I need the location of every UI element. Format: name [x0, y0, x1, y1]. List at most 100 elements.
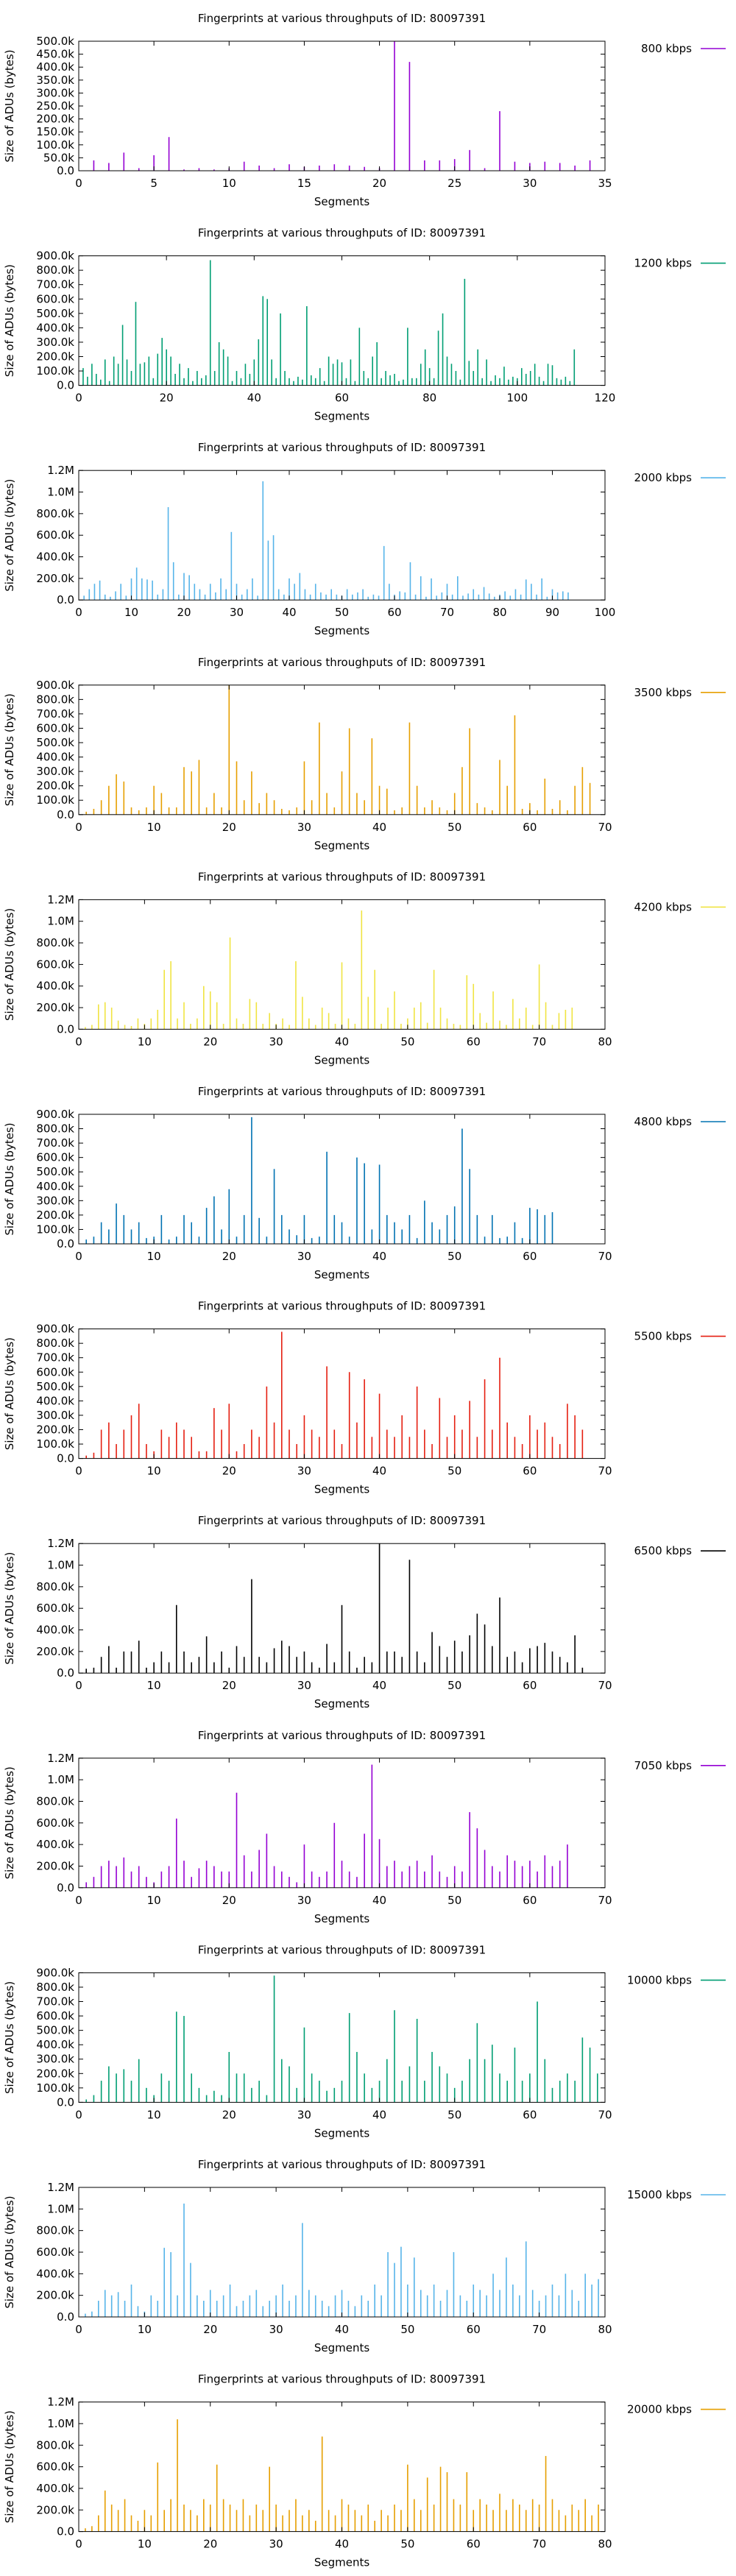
y-tick-label: 700.0k [36, 1995, 74, 2009]
y-tick-label: 400.0k [36, 1180, 74, 1193]
y-tick-label: 1.0M [47, 486, 74, 499]
x-tick-label: 40 [247, 392, 261, 405]
y-tick-label: 900.0k [36, 250, 74, 263]
x-tick-label: 20 [222, 1894, 236, 1907]
y-tick-label: 800.0k [36, 1580, 74, 1593]
x-tick-label: 80 [492, 606, 506, 619]
x-tick-label: 60 [335, 392, 349, 405]
x-axis-label: Segments [314, 624, 370, 637]
x-tick-label: 20 [203, 2323, 217, 2336]
legend-label: 4200 kbps [634, 900, 693, 913]
y-axis-label: Size of ADUs (bytes) [3, 2195, 16, 2308]
x-tick-label: 0 [75, 606, 82, 619]
x-tick-label: 80 [598, 2323, 612, 2336]
y-axis-label: Size of ADUs (bytes) [3, 2410, 16, 2523]
y-tick-label: 600.0k [36, 1151, 74, 1164]
x-axis-label: Segments [314, 1053, 370, 1066]
x-tick-label: 60 [467, 1035, 481, 1048]
legend-label: 15000 kbps [627, 2188, 692, 2201]
y-tick-label: 800.0k [36, 507, 74, 520]
x-tick-label: 20 [160, 392, 174, 405]
x-tick-label: 60 [523, 2108, 537, 2121]
y-tick-label: 200.0k [36, 2289, 74, 2302]
y-tick-label: 1.2M [47, 2181, 74, 2194]
chart-panel-5: Fingerprints at various throughputs of I… [3, 1085, 726, 1281]
x-tick-label: 30 [269, 2323, 283, 2336]
x-tick-label: 30 [297, 1250, 311, 1263]
y-tick-label: 0.0 [57, 1237, 74, 1250]
y-tick-label: 450.0k [36, 48, 74, 61]
x-axis-label: Segments [314, 1912, 370, 1925]
x-tick-label: 0 [75, 392, 82, 405]
plot-frame [78, 1328, 606, 1459]
x-tick-label: 40 [372, 1679, 386, 1692]
y-tick-label: 600.0k [36, 1602, 74, 1615]
x-tick-label: 80 [422, 392, 436, 405]
y-tick-label: 1.2M [47, 1537, 74, 1550]
chart-panel-11: Fingerprints at various throughputs of I… [3, 2373, 726, 2569]
legend-label: 1200 kbps [634, 257, 693, 270]
x-tick-label: 20 [222, 821, 236, 834]
y-tick-label: 0.0 [57, 379, 74, 392]
y-tick-label: 100.0k [36, 2081, 74, 2095]
y-tick-label: 800.0k [36, 1981, 74, 1994]
y-tick-label: 150.0k [36, 125, 74, 138]
x-tick-label: 40 [372, 821, 386, 834]
y-tick-label: 0.0 [57, 2310, 74, 2324]
y-axis-label: Size of ADUs (bytes) [3, 908, 16, 1021]
x-tick-label: 80 [598, 1035, 612, 1048]
bar-series [85, 1117, 553, 1244]
bar-series [85, 1764, 568, 1888]
chart-title: Fingerprints at various throughputs of I… [198, 227, 486, 240]
x-tick-label: 10 [147, 1250, 161, 1263]
x-tick-label: 50 [400, 2538, 414, 2551]
x-tick-label: 20 [203, 2538, 217, 2551]
x-axis-label: Segments [314, 410, 370, 423]
y-tick-label: 400.0k [36, 321, 74, 334]
y-axis-label: Size of ADUs (bytes) [3, 1981, 16, 2094]
x-tick-label: 50 [447, 1250, 461, 1263]
y-tick-label: 200.0k [36, 1859, 74, 1872]
y-tick-label: 500.0k [36, 1165, 74, 1178]
chart-panel-4: Fingerprints at various throughputs of I… [3, 870, 726, 1066]
bar-series [85, 1331, 584, 1459]
legend-label: 4800 kbps [634, 1115, 693, 1128]
chart-panel-3: Fingerprints at various throughputs of I… [3, 656, 726, 852]
y-tick-label: 800.0k [36, 2224, 74, 2237]
chart-panel-7: Fingerprints at various throughputs of I… [3, 1514, 726, 1710]
x-tick-label: 20 [372, 177, 386, 190]
x-tick-label: 40 [335, 1035, 349, 1048]
x-axis-label: Segments [314, 2126, 370, 2140]
y-tick-label: 400.0k [36, 1624, 74, 1637]
y-tick-label: 0.0 [57, 2525, 74, 2538]
y-tick-label: 50.0k [43, 151, 74, 164]
y-tick-label: 300.0k [36, 336, 74, 349]
y-tick-label: 1.0M [47, 1559, 74, 1572]
y-tick-label: 1.0M [47, 2417, 74, 2430]
y-axis-label: Size of ADUs (bytes) [3, 1122, 16, 1235]
x-tick-label: 10 [138, 1035, 152, 1048]
y-tick-label: 400.0k [36, 60, 74, 74]
y-tick-label: 1.0M [47, 1773, 74, 1786]
y-tick-label: 900.0k [36, 679, 74, 692]
y-tick-label: 400.0k [36, 2038, 74, 2051]
x-tick-label: 25 [447, 177, 461, 190]
y-tick-label: 300.0k [36, 86, 74, 99]
x-tick-label: 70 [598, 821, 612, 834]
y-tick-label: 600.0k [36, 528, 74, 542]
x-tick-label: 50 [400, 1035, 414, 1048]
y-tick-label: 300.0k [36, 765, 74, 778]
x-tick-label: 10 [147, 1465, 161, 1478]
x-tick-label: 40 [335, 2538, 349, 2551]
x-tick-label: 30 [230, 606, 244, 619]
y-tick-label: 1.2M [47, 2396, 74, 2409]
x-tick-label: 30 [269, 2538, 283, 2551]
x-tick-label: 10 [147, 821, 161, 834]
y-tick-label: 600.0k [36, 292, 74, 305]
x-tick-label: 50 [447, 1894, 461, 1907]
y-tick-label: 400.0k [36, 1394, 74, 1407]
y-tick-label: 400.0k [36, 2482, 74, 2495]
x-tick-label: 40 [372, 1250, 386, 1263]
bar-series [85, 1543, 584, 1674]
